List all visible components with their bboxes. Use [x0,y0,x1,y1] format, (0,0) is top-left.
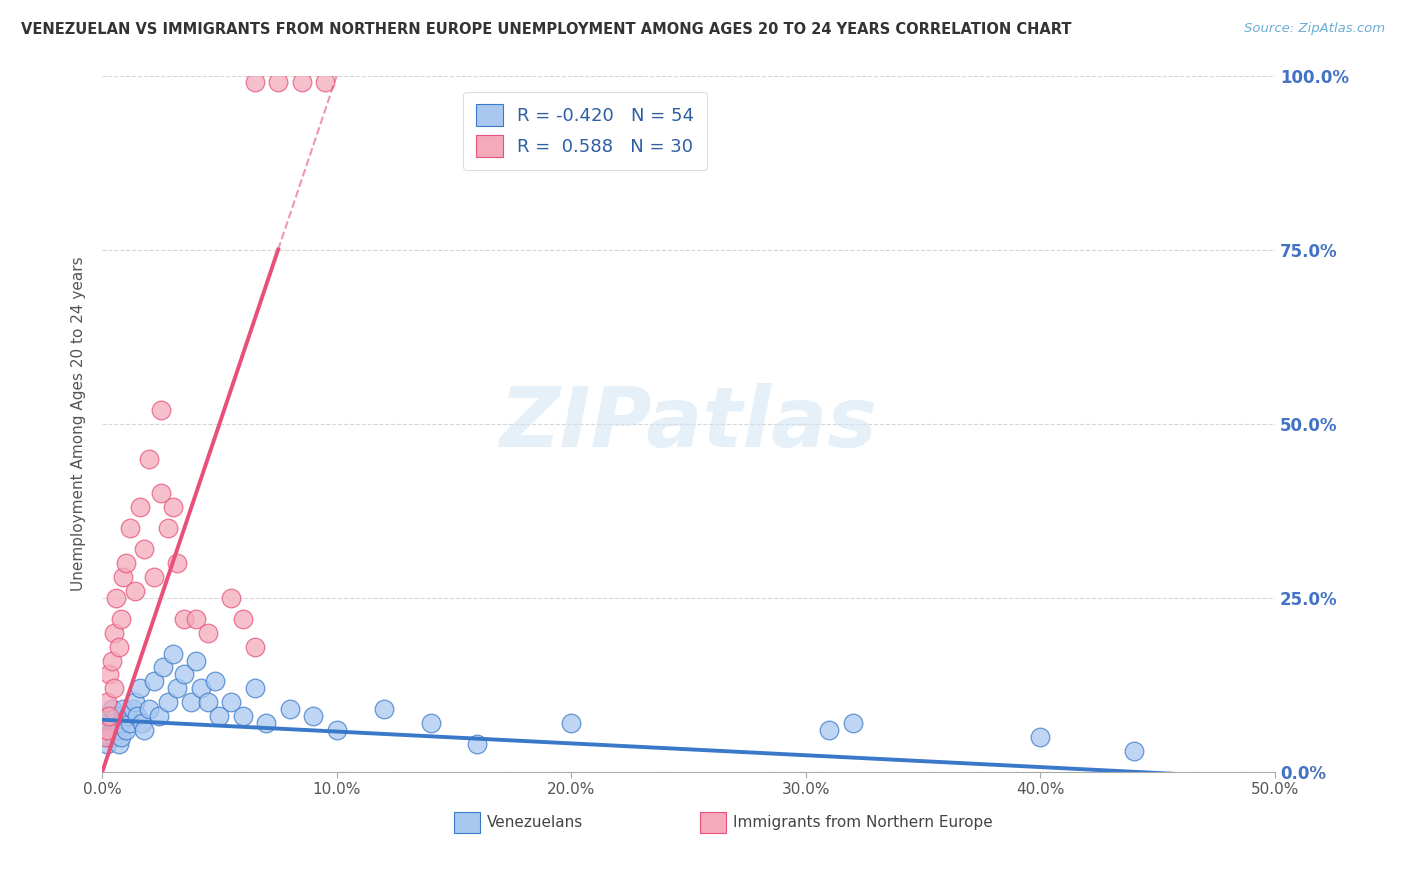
Point [142,674,165,689]
Point [204,674,226,689]
Point [314,75,336,89]
Point [105,591,128,605]
Point [232,709,254,723]
Point [142,570,165,584]
Point [110,730,132,744]
Point [103,625,125,640]
Point [103,681,125,696]
Point [278,702,301,716]
Point [197,695,219,709]
Point [243,75,266,89]
Point [103,716,125,731]
Point [112,570,135,584]
Point [96,737,118,751]
Point [302,709,325,723]
Point [114,556,136,570]
Point [162,500,184,515]
Point [134,723,156,738]
Point [107,723,129,738]
Point [149,402,172,417]
Point [254,716,277,731]
Point [232,612,254,626]
Point [166,681,188,696]
Point [96,723,118,738]
Point [98,667,121,681]
Point [107,737,129,751]
Point [93,730,115,744]
Point [208,709,231,723]
Point [173,667,195,681]
Point [134,542,156,557]
Point [103,730,125,744]
Point [100,723,122,738]
Point [180,695,202,709]
Point [105,709,128,723]
Point [419,716,441,731]
Text: Venezuelans: Venezuelans [486,815,583,830]
Point [120,521,142,535]
Point [131,716,153,731]
Point [560,716,582,731]
Point [98,709,121,723]
Point [128,681,150,696]
Point [110,716,132,731]
Point [197,625,219,640]
Legend: R = -0.420   N = 54, R =  0.588   N = 30: R = -0.420 N = 54, R = 0.588 N = 30 [463,92,707,169]
Point [156,521,179,535]
Text: Source: ZipAtlas.com: Source: ZipAtlas.com [1244,22,1385,36]
Point [117,709,139,723]
Point [184,654,207,668]
Point [373,702,395,716]
Point [110,612,132,626]
Point [818,723,841,738]
Point [290,75,312,89]
Point [100,702,122,716]
Point [173,612,195,626]
Point [96,695,118,709]
Point [124,695,146,709]
Point [1029,730,1052,744]
Point [138,451,160,466]
Point [124,583,146,598]
Point [93,726,115,740]
Text: VENEZUELAN VS IMMIGRANTS FROM NORTHERN EUROPE UNEMPLOYMENT AMONG AGES 20 TO 24 Y: VENEZUELAN VS IMMIGRANTS FROM NORTHERN E… [21,22,1071,37]
Point [100,654,122,668]
Point [190,681,212,696]
Bar [454,813,479,833]
Point [219,695,242,709]
Point [120,716,142,731]
Point [1123,744,1146,758]
Point [842,716,865,731]
Point [107,640,129,654]
Point [166,556,188,570]
Point [114,723,136,738]
Point [156,695,179,709]
Point [98,709,121,723]
Point [184,612,207,626]
Text: ZIPatlas: ZIPatlas [499,384,877,464]
Point [467,737,489,751]
Point [148,709,170,723]
Point [112,702,135,716]
Point [105,723,128,738]
Point [267,75,290,89]
Point [128,500,150,515]
Point [326,723,349,738]
Point [149,486,172,500]
Point [96,716,118,731]
Text: Immigrants from Northern Europe: Immigrants from Northern Europe [733,815,993,830]
Point [243,640,266,654]
Y-axis label: Unemployment Among Ages 20 to 24 years: Unemployment Among Ages 20 to 24 years [72,256,86,591]
Point [243,681,266,696]
Point [127,709,149,723]
Point [138,702,160,716]
Bar [700,813,725,833]
Point [162,647,184,661]
Point [121,702,143,716]
Point [219,591,242,605]
Point [152,660,174,674]
Point [98,730,121,744]
